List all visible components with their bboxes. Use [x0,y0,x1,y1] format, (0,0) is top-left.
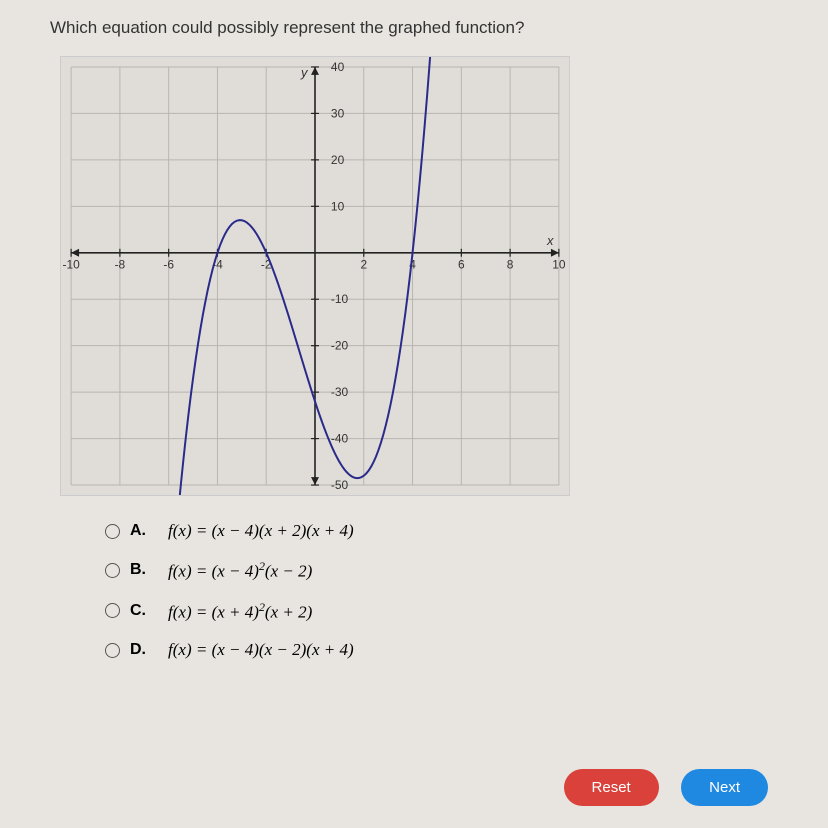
svg-text:30: 30 [331,106,345,120]
svg-text:10: 10 [331,199,345,213]
option-letter: C. [130,602,148,620]
svg-text:-20: -20 [331,339,349,353]
answer-options: A. f(x) = (x − 4)(x + 2)(x + 4) B. f(x) = (… [105,521,778,660]
option-B[interactable]: B. f(x) = (x − 4)2(x − 2) [105,559,778,582]
option-letter: A. [130,522,148,540]
svg-text:-6: -6 [163,258,174,272]
svg-text:x: x [546,233,554,248]
svg-text:20: 20 [331,153,345,167]
svg-text:-10: -10 [331,292,349,306]
function-graph: -10-8-6-4-224681040302010-10-20-30-40-50… [60,56,570,496]
svg-text:-40: -40 [331,432,349,446]
radio-icon[interactable] [105,643,120,658]
option-D[interactable]: D. f(x) = (x − 4)(x − 2)(x + 4) [105,640,778,660]
option-letter: B. [130,561,148,579]
radio-icon[interactable] [105,603,120,618]
option-formula: f(x) = (x + 4)2(x + 2) [168,600,312,623]
option-A[interactable]: A. f(x) = (x − 4)(x + 2)(x + 4) [105,521,778,541]
svg-text:-10: -10 [62,258,80,272]
svg-text:10: 10 [552,258,566,272]
svg-text:-50: -50 [331,478,349,492]
svg-text:6: 6 [458,258,465,272]
option-formula: f(x) = (x − 4)2(x − 2) [168,559,312,582]
next-button[interactable]: Next [681,769,768,806]
question-text: Which equation could possibly represent … [50,18,778,38]
svg-text:8: 8 [507,258,514,272]
svg-text:2: 2 [360,258,367,272]
reset-button[interactable]: Reset [564,769,659,806]
svg-text:40: 40 [331,60,345,74]
option-formula: f(x) = (x − 4)(x − 2)(x + 4) [168,640,354,660]
option-formula: f(x) = (x − 4)(x + 2)(x + 4) [168,521,354,541]
action-buttons: Reset Next [546,769,768,806]
radio-icon[interactable] [105,563,120,578]
option-letter: D. [130,641,148,659]
svg-text:-8: -8 [115,258,126,272]
svg-text:-30: -30 [331,385,349,399]
radio-icon[interactable] [105,524,120,539]
option-C[interactable]: C. f(x) = (x + 4)2(x + 2) [105,600,778,623]
